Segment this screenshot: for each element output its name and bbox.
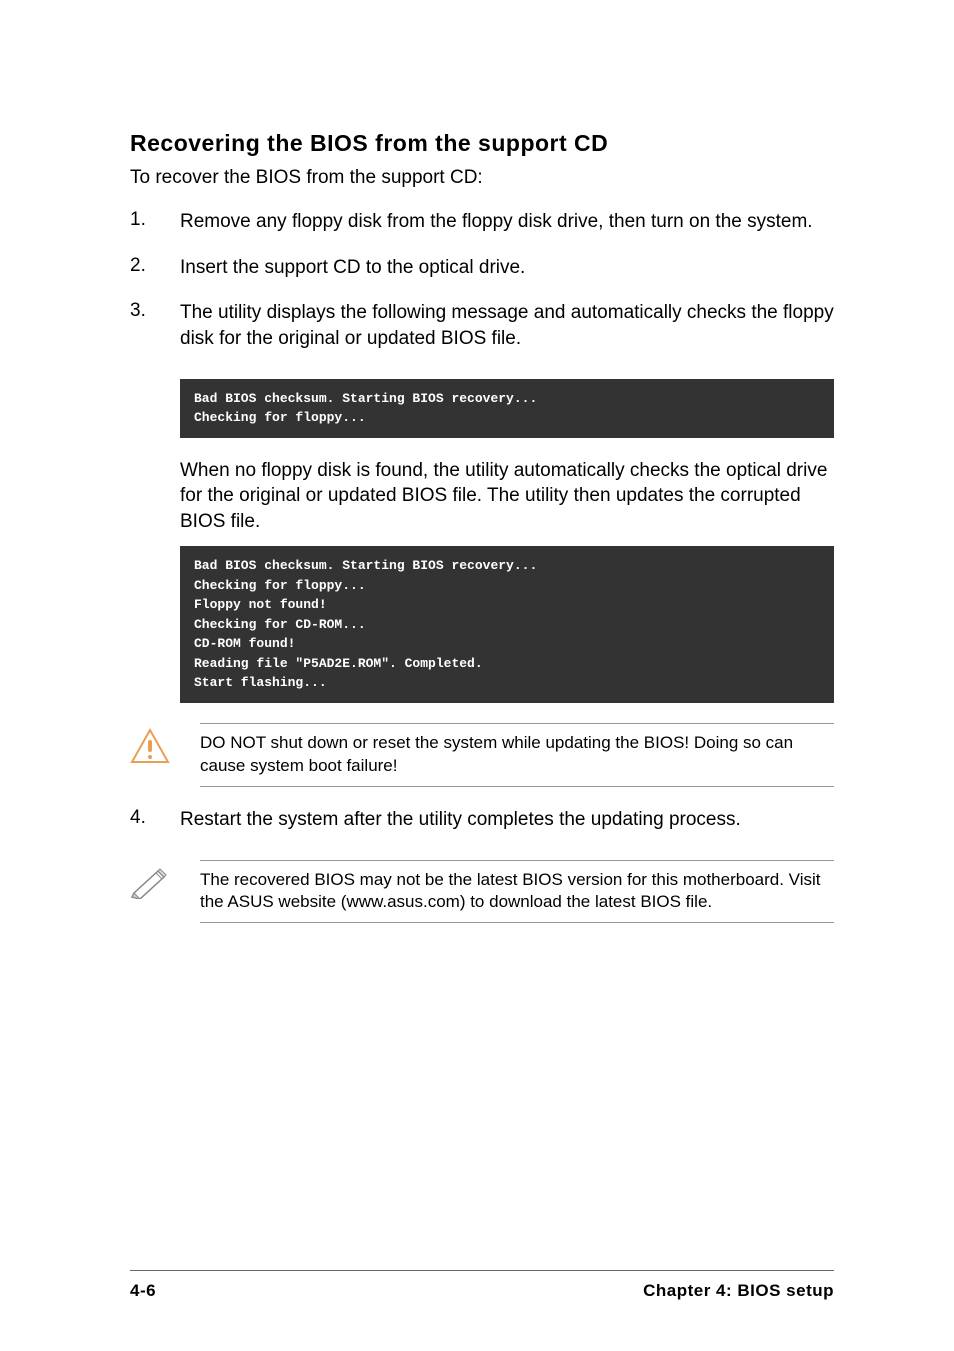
paragraph: When no floppy disk is found, the utilit… xyxy=(180,458,834,535)
page-number: 4-6 xyxy=(130,1281,156,1301)
list-number: 2. xyxy=(130,255,180,293)
list-number: 3. xyxy=(130,300,180,363)
list-content: The utility displays the following messa… xyxy=(180,300,834,363)
code-block: Bad BIOS checksum. Starting BIOS recover… xyxy=(180,546,834,703)
warning-icon xyxy=(130,723,200,764)
warning-callout: DO NOT shut down or reset the system whi… xyxy=(130,723,834,787)
list-item: 1. Remove any floppy disk from the flopp… xyxy=(130,209,834,247)
intro-text: To recover the BIOS from the support CD: xyxy=(130,167,834,189)
note-text: The recovered BIOS may not be the latest… xyxy=(200,860,834,924)
list-text: Insert the support CD to the optical dri… xyxy=(180,255,834,281)
section-heading: Recovering the BIOS from the support CD xyxy=(130,130,834,157)
list-content: Remove any floppy disk from the floppy d… xyxy=(180,209,834,247)
list-item: 3. The utility displays the following me… xyxy=(130,300,834,363)
list-text: The utility displays the following messa… xyxy=(180,300,834,351)
note-icon xyxy=(130,860,200,899)
list-item: 2. Insert the support CD to the optical … xyxy=(130,255,834,293)
list-item: 4. Restart the system after the utility … xyxy=(130,807,834,845)
list-number: 1. xyxy=(130,209,180,247)
chapter-title: Chapter 4: BIOS setup xyxy=(643,1281,834,1301)
steps-list-2: 4. Restart the system after the utility … xyxy=(130,807,834,845)
steps-list: 1. Remove any floppy disk from the flopp… xyxy=(130,209,834,364)
note-callout: The recovered BIOS may not be the latest… xyxy=(130,860,834,924)
warning-text: DO NOT shut down or reset the system whi… xyxy=(200,723,834,787)
code-block: Bad BIOS checksum. Starting BIOS recover… xyxy=(180,379,834,438)
list-content: Insert the support CD to the optical dri… xyxy=(180,255,834,293)
page-footer: 4-6 Chapter 4: BIOS setup xyxy=(130,1270,834,1301)
list-number: 4. xyxy=(130,807,180,845)
list-text: Remove any floppy disk from the floppy d… xyxy=(180,209,834,235)
list-content: Restart the system after the utility com… xyxy=(180,807,834,845)
indented-block: Bad BIOS checksum. Starting BIOS recover… xyxy=(180,379,834,703)
list-text: Restart the system after the utility com… xyxy=(180,807,834,833)
